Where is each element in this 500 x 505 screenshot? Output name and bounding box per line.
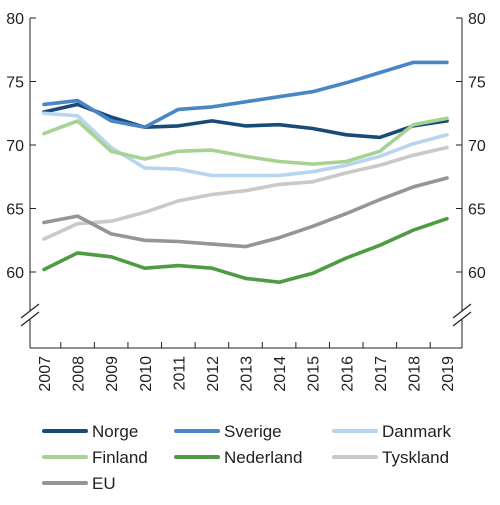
series-line-nederland (42, 216, 449, 285)
series-layer (42, 60, 449, 285)
y-tick-label-left: 65 (6, 202, 24, 219)
y-tick-label-left: 75 (6, 75, 24, 92)
legend: Norge Sverige Danmark Finland Nederland Tyskl… (42, 422, 451, 493)
series-line-finland (42, 116, 449, 166)
x-tick-label: 2012 (205, 356, 222, 392)
y-tick-label-right: 80 (468, 11, 486, 28)
x-tick-label: 2016 (339, 356, 356, 392)
right-axis-break-mark (452, 311, 472, 327)
right-axis-break-mark (452, 303, 472, 319)
series-line-sverige (42, 60, 449, 129)
legend-label-norge: Norge (92, 422, 138, 441)
series-line-eu (42, 176, 449, 249)
x-tick-label: 2009 (104, 356, 121, 392)
y-tick-label-right: 65 (468, 202, 486, 219)
legend-label-tyskland: Tyskland (382, 448, 449, 467)
series-line-norge (42, 102, 449, 140)
y-tick-label-left: 80 (6, 11, 24, 28)
left-axis-break-mark (20, 311, 40, 327)
x-tick-label: 2013 (239, 356, 256, 392)
y-tick-label-right: 75 (468, 75, 486, 92)
x-tick-label: 2007 (37, 356, 54, 392)
x-tick-label: 2011 (171, 356, 188, 391)
x-tick-label: 2008 (71, 356, 88, 392)
right-axis-break-gap (452, 311, 472, 319)
x-tick-label: 2014 (272, 356, 289, 392)
series-line-danmark (42, 111, 449, 178)
left-axis-break-gap (20, 311, 40, 319)
y-tick-label-left: 60 (6, 265, 24, 282)
x-tick-label: 2010 (138, 356, 155, 392)
left-axis-break-mark (20, 303, 40, 319)
legend-label-danmark: Danmark (382, 422, 451, 441)
series-line-tyskland (42, 145, 449, 241)
legend-label-eu: EU (92, 474, 116, 493)
x-tick-label: 2017 (373, 356, 390, 392)
legend-label-finland: Finland (92, 448, 148, 467)
y-tick-label-right: 60 (468, 265, 486, 282)
x-tick-label: 2019 (440, 356, 457, 392)
tick-labels: 60 60 65 65 70 70 75 75 80 80 2007 2008 2009 2010 2011… (6, 11, 486, 392)
x-tick-label: 2018 (406, 356, 423, 392)
chart-axes (20, 17, 472, 349)
y-tick-label-right: 70 (468, 138, 486, 155)
y-tick-label-left: 70 (6, 138, 24, 155)
legend-label-sverige: Sverige (224, 422, 282, 441)
x-tick-label: 2015 (306, 356, 323, 392)
legend-label-nederland: Nederland (224, 448, 302, 467)
